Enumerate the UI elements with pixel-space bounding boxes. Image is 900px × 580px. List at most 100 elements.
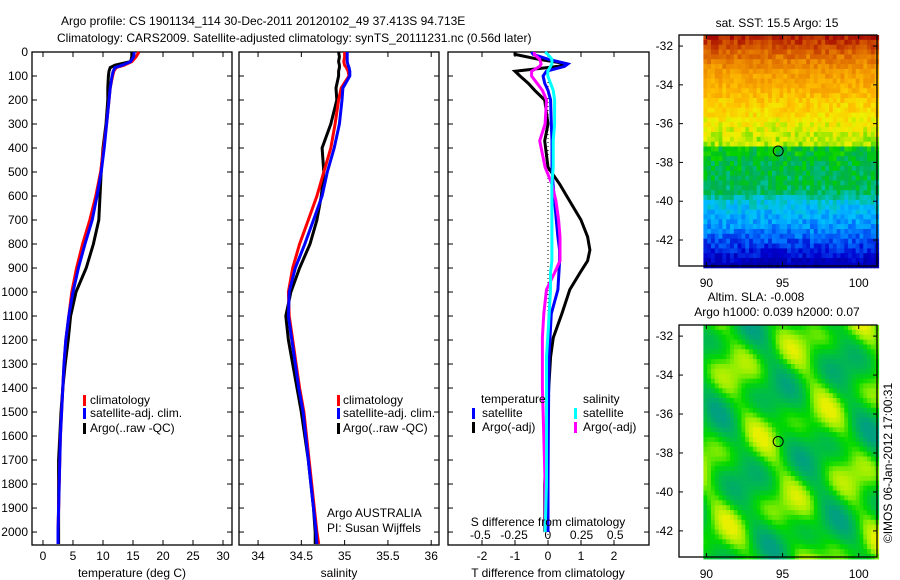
map-cell [741,329,746,336]
map-cell [783,180,788,186]
map-cell [790,359,796,365]
map-cell [798,456,803,462]
map-cell [714,534,720,540]
map-cell [760,451,765,458]
map-cell [859,432,864,438]
map-cell [730,529,735,535]
map-cell [726,393,731,399]
map-cell [718,402,723,409]
map-cell [821,112,826,118]
map-cell [711,258,716,264]
map-cell [745,359,750,365]
map-cell [840,461,845,467]
map-cell [749,402,754,409]
map-cell [806,539,811,545]
map-cell [790,402,796,409]
map-cell [779,466,784,472]
map-cell [821,161,826,167]
map-cell [722,204,727,211]
map-cell [771,243,777,249]
map-cell [859,64,864,70]
map-cell [771,388,777,394]
map-cell [867,59,872,65]
map-cell [832,364,838,370]
map-cell [756,529,762,535]
map-cell [714,102,720,109]
map-cell [745,427,750,433]
map-cell [821,35,826,41]
map-cell [775,214,781,220]
map-cell [813,54,819,60]
map-cell [813,64,819,70]
map-cell [749,88,754,94]
map-cell [790,354,796,360]
map-cell [817,219,822,225]
map-cell [848,248,853,254]
map-cell [741,136,746,143]
map-cell [832,35,838,41]
map-cell [714,422,720,428]
map-cell [859,190,864,196]
map-cell [787,59,792,65]
map-cell [718,466,723,472]
map-cell [794,219,800,225]
map-cell [771,117,777,123]
map-cell [745,368,750,375]
map-cell [836,209,841,215]
map-cell [714,437,720,443]
map-cell [836,68,841,75]
depth-tick-label: 1000 [1,285,28,299]
map-cell [726,64,731,70]
map-cell [798,427,803,433]
depth-tick-label: 1600 [1,429,28,443]
map-cell [855,151,861,157]
map-cell [741,368,746,375]
map-cell [829,451,834,458]
map-cell [829,510,834,516]
map-cell [737,127,742,133]
map-cell [851,422,857,428]
map-cell [787,122,792,128]
map-cell [832,471,838,477]
map-cell [836,534,841,540]
map-cell [810,476,815,482]
sla-map-subtitle: Argo h1000: 0.039 h2000: 0.07 [694,305,860,319]
map-cell [707,334,712,341]
map-cell [840,132,845,138]
map-cell [745,49,750,55]
map-cell [859,136,864,143]
map-cell [703,485,708,492]
map-cell [737,214,742,220]
map-cell [836,549,841,555]
map-cell [870,127,876,133]
map-cell [848,165,853,172]
map-cell [870,466,876,472]
map-cell [813,209,819,215]
map-cell [764,151,769,157]
map-cell [851,136,857,143]
map-cell [730,388,735,394]
map-cell [825,539,830,545]
map-cell [859,354,864,360]
map-cell [851,432,857,438]
map-cell [832,49,838,55]
map-cell [817,412,822,419]
map-cell [810,451,815,458]
map-cell [810,59,815,65]
map-cell [802,88,807,94]
map-cell [821,529,826,535]
map-cell [844,514,849,521]
map-cell [760,539,765,545]
map-cell [726,238,731,245]
map-cell [832,39,838,46]
map-cell [733,190,739,196]
map-cell [775,59,781,65]
map-cell [718,456,723,462]
map-cell [768,49,773,55]
map-cell [863,510,868,516]
map-cell [768,214,773,220]
x-tick-label: 35 [338,549,352,563]
map-cell [756,544,762,550]
map-cell [760,549,765,555]
map-cell [798,339,803,346]
